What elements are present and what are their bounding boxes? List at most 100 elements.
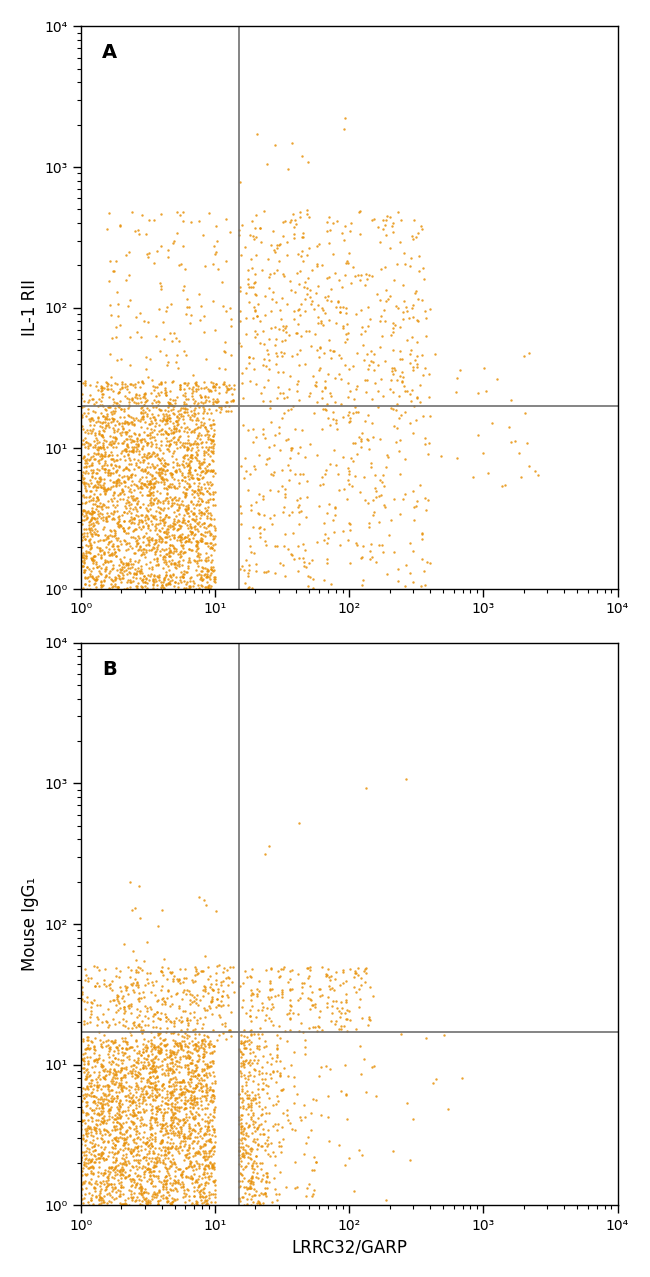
Point [252,1108,263,1129]
Point [170,553,181,573]
Point [174,1084,184,1105]
Point [153,916,164,936]
Point [185,1046,195,1066]
Point [254,1185,264,1205]
Point [226,345,236,365]
Point [126,1111,136,1131]
Point [318,300,328,321]
Point [181,389,191,410]
Point [167,446,177,466]
Point [288,524,298,544]
Point [240,1156,251,1176]
Point [114,1165,125,1185]
Point [186,304,196,324]
Point [269,240,280,261]
Point [180,512,190,533]
Point [196,391,206,411]
Point [154,520,164,540]
Y-axis label: IL-1 RII: IL-1 RII [21,280,39,336]
Point [138,1126,148,1147]
Point [112,501,123,521]
Point [145,1057,155,1078]
Point [207,1116,217,1137]
Point [80,567,90,587]
Point [205,1089,216,1110]
Point [250,271,260,291]
Point [90,467,100,488]
Point [112,1077,123,1097]
Point [203,425,214,446]
Point [109,501,119,521]
Point [165,1129,176,1149]
Point [108,472,118,493]
Point [244,1029,255,1050]
Point [202,563,212,584]
Point [101,1110,112,1130]
Point [188,377,198,397]
Point [183,389,193,410]
Point [79,471,89,492]
Point [250,1088,260,1108]
Point [90,1056,101,1077]
Point [146,472,157,493]
Point [97,383,107,404]
Point [373,217,384,238]
Point [209,516,220,536]
Point [205,1166,216,1186]
Point [235,559,246,580]
Point [111,1071,121,1092]
Point [167,1082,177,1102]
Point [98,1098,108,1119]
Point [355,200,365,221]
Point [96,544,107,564]
Point [246,1010,257,1031]
Point [149,1037,159,1057]
Point [187,521,198,541]
Point [179,1183,189,1203]
Point [99,1066,110,1087]
Point [129,564,139,585]
Point [131,1124,142,1144]
Point [169,432,179,452]
Point [179,476,189,497]
Point [107,476,118,497]
Point [110,1129,120,1149]
Point [97,456,107,476]
Point [162,1122,173,1143]
Point [138,566,149,586]
Point [334,1019,345,1039]
Point [214,1005,224,1025]
Point [124,396,135,416]
Point [203,576,213,596]
Point [186,1069,196,1089]
Point [177,1167,187,1188]
Point [212,955,222,976]
Point [90,443,101,464]
Point [285,460,295,480]
Point [362,369,372,389]
Point [145,471,155,492]
Point [136,1084,146,1105]
Point [167,1080,177,1101]
Point [254,444,264,465]
Point [249,1117,259,1138]
Point [296,146,307,166]
Point [281,315,291,336]
Point [188,400,199,420]
Point [89,443,99,464]
Point [158,460,168,480]
Point [166,372,177,392]
Point [151,539,162,559]
Point [207,538,217,558]
Point [420,301,430,322]
Point [125,1024,136,1045]
Point [299,1107,309,1128]
Point [90,518,101,539]
Point [257,321,268,341]
Point [136,467,147,488]
Point [168,428,179,448]
Point [190,1143,201,1163]
Point [261,1005,271,1025]
Point [300,1031,310,1051]
Point [287,960,298,981]
